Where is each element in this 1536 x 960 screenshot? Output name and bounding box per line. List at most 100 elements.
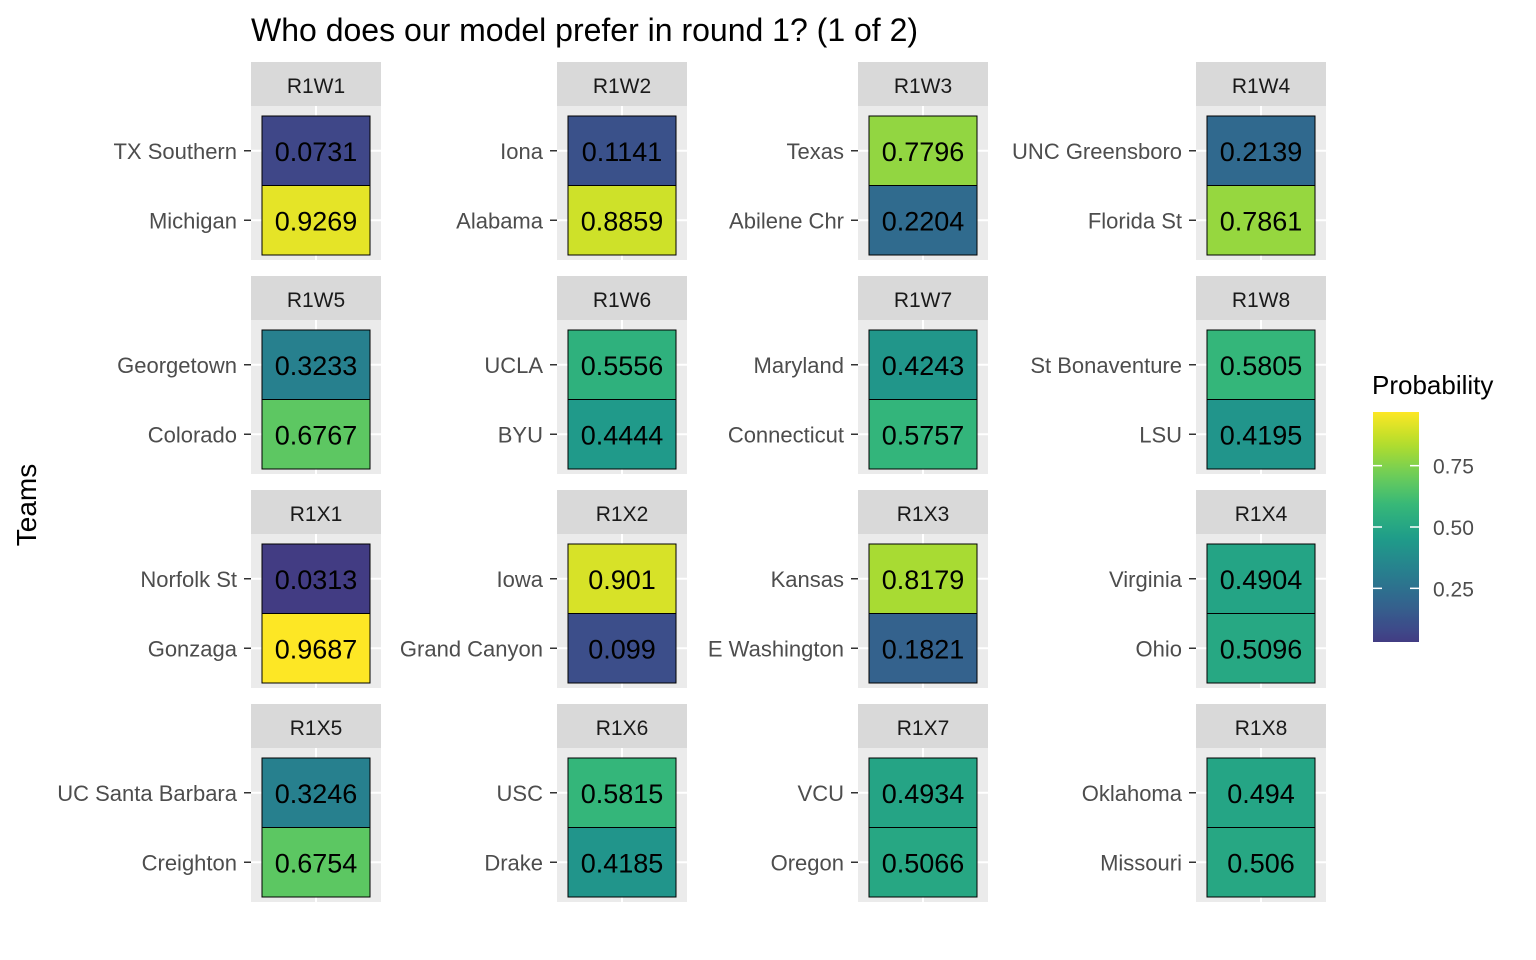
cell-value-label: 0.2204	[882, 206, 965, 236]
facet-strip	[557, 276, 687, 320]
facet-strip	[858, 276, 988, 320]
heatmap-cell	[567, 329, 677, 400]
facet-r1x8: R1X8 0.494 Oklahoma 0.506 Missouri	[1082, 704, 1326, 902]
facet-strip-label: R1X3	[897, 503, 950, 526]
heatmap-cell	[567, 185, 677, 256]
legend: Probability 0.25 0.50 0.75	[1372, 370, 1493, 642]
heatmap-cell	[1206, 613, 1316, 684]
team-label: Iowa	[497, 567, 544, 592]
cell-value-label: 0.5805	[1220, 351, 1303, 381]
heatmap-cell	[1206, 827, 1316, 898]
cell-value-label: 0.9687	[275, 634, 358, 664]
heatmap-cell	[261, 115, 371, 186]
cell-value-label: 0.5757	[882, 420, 965, 450]
facet-strip-label: R1W3	[894, 75, 952, 98]
heatmap-cell	[868, 399, 978, 470]
team-label: Alabama	[456, 208, 544, 233]
cell-value-label: 0.4444	[581, 420, 664, 450]
team-label: Oregon	[771, 850, 844, 875]
team-label: BYU	[498, 422, 543, 447]
team-label: Oklahoma	[1082, 781, 1183, 806]
facet-strip-label: R1W2	[593, 75, 651, 98]
heatmap-cell	[261, 543, 371, 614]
facet-r1x3: R1X3 0.8179 Kansas 0.1821 E Washington	[708, 490, 988, 688]
heatmap-cell	[868, 185, 978, 256]
cell-value-label: 0.4195	[1220, 420, 1303, 450]
team-label: Creighton	[142, 850, 237, 875]
legend-title: Probability	[1372, 370, 1493, 400]
cell-value-label: 0.3246	[275, 779, 358, 809]
heatmap-cell	[567, 613, 677, 684]
heatmap-cell	[1206, 185, 1316, 256]
team-label: UC Santa Barbara	[57, 781, 238, 806]
facet-strip	[251, 704, 381, 748]
team-label: Michigan	[149, 208, 237, 233]
team-label: Norfolk St	[140, 567, 237, 592]
facet-r1w3: R1W3 0.7796 Texas 0.2204 Abilene Chr	[729, 62, 988, 260]
facet-r1w1: R1W1 0.0731 TX Southern 0.9269 Michigan	[113, 62, 381, 260]
cell-value-label: 0.1821	[882, 634, 965, 664]
facet-strip	[1196, 704, 1326, 748]
facet-r1w2: R1W2 0.1141 Iona 0.8859 Alabama	[456, 62, 687, 260]
heatmap-cell	[1206, 399, 1316, 470]
cell-value-label: 0.3233	[275, 351, 358, 381]
facet-strip	[1196, 490, 1326, 534]
facet-strip	[251, 62, 381, 106]
team-label: Gonzaga	[148, 636, 238, 661]
facet-strip	[557, 62, 687, 106]
cell-value-label: 0.7796	[882, 137, 965, 167]
facet-strip-label: R1X5	[290, 717, 343, 740]
chart-title: Who does our model prefer in round 1? (1…	[251, 12, 918, 48]
facet-strip-label: R1W8	[1232, 289, 1290, 312]
facet-r1x4: R1X4 0.4904 Virginia 0.5096 Ohio	[1109, 490, 1326, 688]
team-label: Colorado	[148, 422, 237, 447]
cell-value-label: 0.0313	[275, 565, 358, 595]
team-label: UCLA	[484, 353, 543, 378]
facet-strip-label: R1X1	[290, 503, 343, 526]
heatmap-cell	[567, 827, 677, 898]
facet-strip	[858, 704, 988, 748]
y-axis-label: Teams	[11, 464, 42, 546]
heatmap-cell	[567, 543, 677, 614]
facet-strip-label: R1X4	[1235, 503, 1288, 526]
facet-r1w6: R1W6 0.5556 UCLA 0.4444 BYU	[484, 276, 687, 474]
facet-strip	[1196, 62, 1326, 106]
cell-value-label: 0.8859	[581, 206, 664, 236]
facet-strip	[858, 490, 988, 534]
facet-strip	[1196, 276, 1326, 320]
heatmap-cell	[868, 329, 978, 400]
legend-tick-label: 0.75	[1433, 456, 1474, 479]
team-label: Missouri	[1100, 850, 1182, 875]
team-label: Florida St	[1088, 208, 1182, 233]
facet-strip-label: R1W5	[287, 289, 345, 312]
cell-value-label: 0.0731	[275, 137, 358, 167]
facet-grid: R1W1 0.0731 TX Southern 0.9269 Michigan R1W2 0…	[57, 62, 1326, 902]
cell-value-label: 0.5096	[1220, 634, 1303, 664]
facet-r1w8: R1W8 0.5805 St Bonaventure 0.4195 LSU	[1030, 276, 1326, 474]
facet-strip	[557, 490, 687, 534]
cell-value-label: 0.8179	[882, 565, 965, 595]
legend-tick-label: 0.25	[1433, 578, 1474, 601]
team-label: VCU	[798, 781, 844, 806]
heatmap-cell	[261, 613, 371, 684]
heatmap-cell	[868, 115, 978, 186]
facet-r1x5: R1X5 0.3246 UC Santa Barbara 0.6754 Creighto…	[57, 704, 381, 902]
cell-value-label: 0.9269	[275, 206, 358, 236]
facet-strip-label: R1X6	[596, 717, 649, 740]
cell-value-label: 0.4243	[882, 351, 965, 381]
heatmap-cell	[261, 757, 371, 828]
facet-strip-label: R1X7	[897, 717, 950, 740]
facet-strip	[858, 62, 988, 106]
heatmap-cell	[567, 115, 677, 186]
cell-value-label: 0.5815	[581, 779, 664, 809]
heatmap-cell	[567, 757, 677, 828]
team-label: Maryland	[754, 353, 844, 378]
heatmap-cell	[261, 329, 371, 400]
cell-value-label: 0.4185	[581, 848, 664, 878]
heatmap-cell	[567, 399, 677, 470]
cell-value-label: 0.099	[588, 634, 656, 664]
team-label: Kansas	[771, 567, 844, 592]
team-label: Ohio	[1136, 636, 1182, 661]
heatmap-cell	[1206, 757, 1316, 828]
